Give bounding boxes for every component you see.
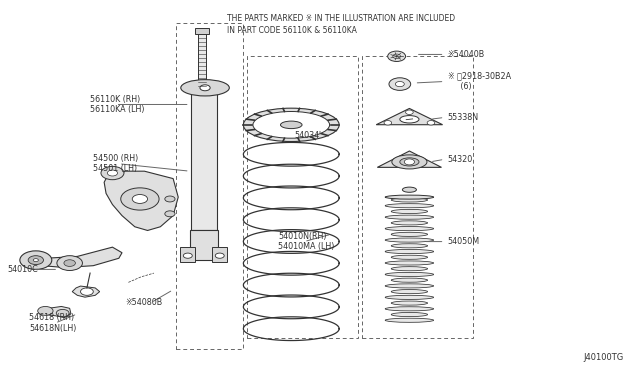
- Polygon shape: [378, 151, 442, 167]
- Ellipse shape: [391, 209, 428, 214]
- Bar: [362, 56, 473, 338]
- Ellipse shape: [385, 227, 434, 231]
- Text: 56110K (RH)
56110KA (LH): 56110K (RH) 56110KA (LH): [90, 95, 145, 114]
- Circle shape: [406, 110, 413, 115]
- Text: 54010C: 54010C: [7, 265, 38, 274]
- Circle shape: [38, 307, 53, 315]
- Text: 54050M: 54050M: [448, 237, 480, 246]
- Ellipse shape: [391, 232, 428, 237]
- Bar: [189, 231, 218, 260]
- Bar: [198, 31, 205, 90]
- Bar: [180, 247, 195, 262]
- Ellipse shape: [391, 267, 428, 271]
- Ellipse shape: [391, 255, 428, 259]
- Ellipse shape: [392, 155, 427, 169]
- Ellipse shape: [385, 195, 434, 199]
- Text: 55338N: 55338N: [448, 113, 479, 122]
- Circle shape: [81, 288, 93, 295]
- Polygon shape: [39, 307, 71, 318]
- Ellipse shape: [391, 221, 428, 225]
- Bar: [195, 29, 209, 34]
- Bar: [246, 56, 358, 338]
- Ellipse shape: [391, 289, 428, 294]
- Polygon shape: [72, 286, 100, 297]
- Circle shape: [64, 260, 76, 266]
- Circle shape: [33, 259, 38, 262]
- Bar: [176, 23, 243, 349]
- Text: ※54080B: ※54080B: [125, 298, 163, 307]
- Circle shape: [427, 121, 435, 125]
- Polygon shape: [376, 109, 443, 125]
- Ellipse shape: [403, 187, 417, 192]
- Ellipse shape: [385, 261, 434, 265]
- Text: ※ ␖2918-30B2A
     (6): ※ ␖2918-30B2A (6): [448, 72, 511, 91]
- Ellipse shape: [280, 121, 302, 129]
- Text: 54320: 54320: [448, 155, 473, 164]
- Circle shape: [56, 310, 69, 317]
- Text: 54618 (RH)
54618N(LH): 54618 (RH) 54618N(LH): [29, 314, 77, 333]
- Ellipse shape: [391, 244, 428, 248]
- Ellipse shape: [400, 158, 419, 166]
- Ellipse shape: [385, 318, 434, 322]
- Circle shape: [396, 81, 404, 87]
- Text: 54010N(RH)
54010MA (LH): 54010N(RH) 54010MA (LH): [278, 232, 335, 251]
- Ellipse shape: [400, 116, 419, 123]
- Ellipse shape: [385, 250, 434, 254]
- Text: THE PARTS MARKED ※ IN THE ILLUSTRATION ARE INCLUDED
IN PART CODE 56110K & 56110K: THE PARTS MARKED ※ IN THE ILLUSTRATION A…: [227, 14, 456, 35]
- Circle shape: [121, 188, 159, 210]
- Ellipse shape: [385, 284, 434, 288]
- Circle shape: [57, 256, 83, 270]
- Ellipse shape: [243, 108, 339, 141]
- Ellipse shape: [385, 238, 434, 242]
- Polygon shape: [104, 171, 178, 231]
- Circle shape: [108, 170, 118, 176]
- Text: 54500 (RH)
54501 (LH): 54500 (RH) 54501 (LH): [93, 154, 138, 173]
- Polygon shape: [26, 247, 122, 267]
- Ellipse shape: [385, 295, 434, 299]
- Circle shape: [101, 166, 124, 180]
- Bar: [191, 90, 216, 231]
- Circle shape: [20, 251, 52, 269]
- Ellipse shape: [391, 301, 428, 305]
- Circle shape: [200, 85, 210, 91]
- Bar: [212, 247, 227, 262]
- Circle shape: [393, 54, 401, 58]
- Circle shape: [28, 256, 44, 264]
- Circle shape: [165, 196, 175, 202]
- Text: 54034: 54034: [294, 131, 319, 141]
- Circle shape: [215, 253, 224, 258]
- Circle shape: [384, 121, 392, 125]
- Ellipse shape: [385, 272, 434, 276]
- Text: J40100TG: J40100TG: [583, 353, 623, 362]
- Ellipse shape: [391, 198, 428, 202]
- Ellipse shape: [391, 312, 428, 317]
- Circle shape: [183, 253, 192, 258]
- Circle shape: [388, 51, 406, 61]
- Ellipse shape: [253, 112, 330, 138]
- Ellipse shape: [385, 215, 434, 219]
- Circle shape: [404, 159, 415, 165]
- Circle shape: [132, 195, 148, 203]
- Circle shape: [165, 211, 175, 217]
- Ellipse shape: [180, 80, 229, 96]
- Ellipse shape: [385, 203, 434, 208]
- Circle shape: [389, 78, 411, 90]
- Ellipse shape: [391, 278, 428, 282]
- Ellipse shape: [385, 307, 434, 311]
- Text: ※54040B: ※54040B: [448, 50, 485, 59]
